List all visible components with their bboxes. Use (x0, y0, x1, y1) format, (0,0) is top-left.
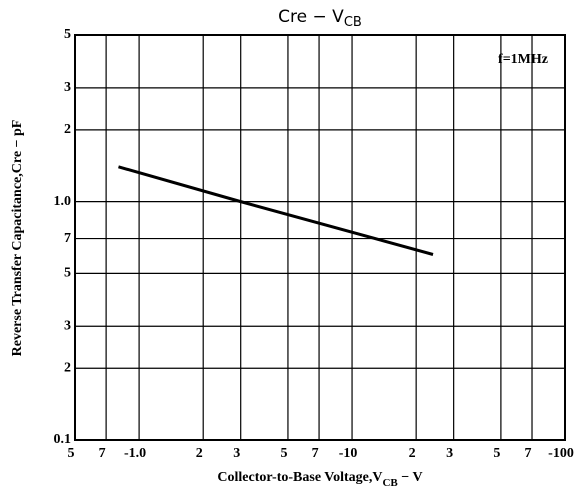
x-tick-label: 5 (68, 446, 75, 461)
x-tick-label: 7 (312, 446, 319, 461)
annotation: f=1MHz (498, 52, 548, 67)
x-label-text: Collector-to-Base Voltage,V (217, 470, 382, 485)
x-tick-label: 3 (446, 446, 453, 461)
y-axis-label: Reverse Transfer Capacitance,Cre − pF (10, 120, 25, 357)
y-tick-label: 3 (64, 318, 71, 333)
x-tick-label: 2 (409, 446, 416, 461)
y-tick-label: 3 (64, 80, 71, 95)
y-tick-label: 0.1 (54, 432, 72, 447)
x-label-sub: CB (382, 477, 398, 489)
x-tick-label: -1.0 (124, 446, 146, 461)
y-tick-label: 5 (64, 266, 71, 281)
data-line (118, 165, 434, 256)
title-text: Cre − V (278, 7, 344, 27)
x-axis-label: Collector-to-Base Voltage,VCB − V (217, 470, 422, 488)
y-tick-label: 5 (64, 27, 71, 42)
y-tick-label: 2 (64, 360, 71, 375)
chart-title: Cre − VCB (278, 7, 362, 30)
y-tick-label: 1.0 (54, 194, 72, 209)
x-tick-label: -100 (548, 446, 574, 461)
x-tick-label: 3 (233, 446, 240, 461)
x-label-after: − V (398, 470, 423, 485)
x-tick-label: 7 (99, 446, 106, 461)
x-tick-label: 7 (525, 446, 532, 461)
x-tick-label: 5 (280, 446, 287, 461)
x-tick-label: 2 (196, 446, 203, 461)
title-sub: CB (344, 15, 362, 30)
y-tick-label: 2 (64, 122, 71, 137)
x-tick-label: -10 (339, 446, 358, 461)
y-tick-label: 7 (64, 231, 71, 246)
x-tick-label: 5 (493, 446, 500, 461)
plot-frame (74, 34, 566, 441)
